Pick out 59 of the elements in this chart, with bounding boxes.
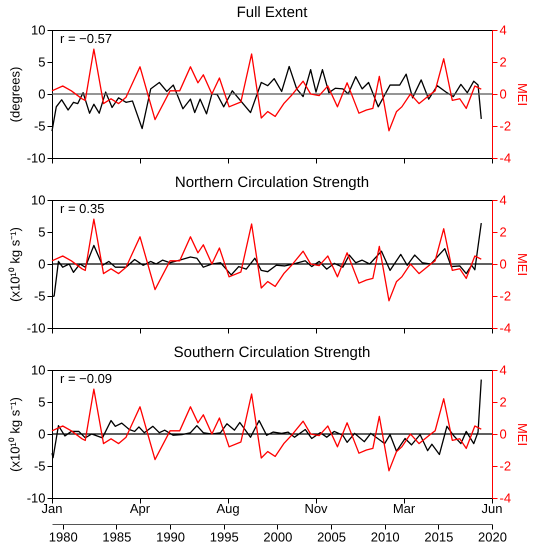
y-tick-label: -10 [26,150,46,166]
annotation: r = −0.57 [60,31,112,46]
y-tick-label: 0 [38,426,46,442]
line-series [51,66,482,132]
y2-tick-label: 2 [500,224,507,240]
chart-title: Northern Circulation Strength [174,174,370,191]
text: Apr [130,501,151,516]
line-series [51,388,482,472]
y2-axis-title: MEI [515,422,530,446]
text: Jun [482,501,502,516]
y2-tick-label: -2 [500,288,512,304]
chart-title: Full Extent [236,4,308,21]
x-tick-label: 1990 [156,530,186,544]
y2-tick-label: -4 [500,150,512,166]
annotation: r = −0.09 [60,371,112,386]
y2-tick-label: 4 [500,362,507,378]
chart-title: Southern Circulation Strength [174,344,370,361]
y2-tick-label: -2 [500,458,512,474]
y-tick-label: 0 [38,86,46,102]
y-tick-label: 5 [38,394,46,410]
text: Nov [304,501,328,516]
y-tick-label: -10 [26,490,46,506]
x-tick-label: 2005 [317,530,346,544]
text: Aug [216,501,240,516]
y-tick-label: 10 [31,362,46,378]
line-series [51,48,482,132]
y-tick-label: 10 [31,192,46,208]
y2-tick-label: 0 [500,256,507,272]
y2-tick-label: 4 [500,192,507,208]
annotation: r = 0.35 [60,201,104,216]
y-tick-label: 5 [38,54,46,70]
y2-axis-title: MEI [515,252,530,276]
y2-tick-label: 2 [500,394,507,410]
y-tick-label: -5 [34,288,46,304]
y-tick-label: -5 [34,118,46,134]
y-tick-label: 5 [38,224,46,240]
y-axis-title: (degrees) [8,66,23,122]
y-tick-label: -5 [34,458,46,474]
x-tick-label: 1995 [210,530,239,544]
y2-tick-label: 4 [500,22,507,38]
x-tick-label: 1980 [48,530,78,544]
y-axis-title: (x10¹⁰ kg s⁻¹) [8,227,23,302]
y2-tick-label: -4 [500,320,512,336]
x-tick-label: 2015 [424,530,454,544]
x-tick-label: 2020 [478,530,507,544]
y-tick-label: 10 [31,22,46,38]
y2-tick-label: 0 [500,426,507,442]
y2-tick-label: 2 [500,54,507,70]
text: Mar [392,501,416,516]
x-tick-label: 2010 [370,530,400,544]
x-tick-label: 2000 [263,530,292,544]
y-tick-label: 0 [38,256,46,272]
x-tick-label: 1985 [102,530,132,544]
y-tick-label: -10 [26,320,46,336]
y2-axis-title: MEI [515,82,530,106]
y2-tick-label: 0 [500,86,507,102]
y2-tick-label: -2 [500,118,512,134]
y-axis-title: (x10¹⁰ kg s⁻¹) [8,397,23,472]
y2-tick-label: -4 [500,490,512,506]
